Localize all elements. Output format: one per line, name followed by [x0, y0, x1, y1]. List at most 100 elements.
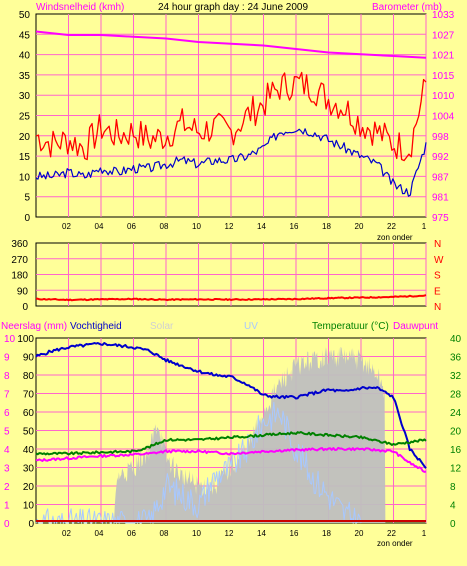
- humidity-panel-x-tick-label: 04: [95, 529, 104, 538]
- humidity-panel-x-tick-label: 18: [322, 529, 331, 538]
- temperature-y-tick-label: 36: [450, 353, 462, 364]
- humidity-panel-x-tick-label: 06: [127, 529, 136, 538]
- wind-panel-x-tick-label: 02: [62, 222, 71, 231]
- humidity-y-tick-label: 20: [23, 482, 35, 493]
- barometer-y-tick-label: 1033: [432, 10, 455, 21]
- solar-area: [36, 346, 394, 523]
- rain-y-tick-label: 5: [4, 427, 10, 438]
- humidity-y-tick-label: 10: [23, 501, 35, 512]
- compass-tick-label: S: [434, 271, 441, 282]
- temperature-y-tick-label: 24: [450, 408, 462, 419]
- temperature-y-tick-label: 40: [450, 334, 462, 345]
- rain-y-tick-label: 7: [4, 390, 10, 401]
- humidity-panel-x-tick-label: 22: [387, 529, 396, 538]
- compass-tick-label: N: [434, 239, 441, 250]
- rain-axis-label: Neerslag (mm): [1, 321, 67, 332]
- rain-y-tick-label: 3: [4, 464, 10, 475]
- humidity-panel-x-tick-label: 08: [160, 529, 169, 538]
- wind-y-tick-label: 30: [19, 91, 31, 102]
- direction-y-tick-label: 90: [17, 286, 29, 297]
- dewpoint-line: [35, 446, 427, 473]
- humidity-panel-x-tick-label: 16: [290, 529, 299, 538]
- wind-panel-x-tick-label: 12: [225, 222, 234, 231]
- barometer-y-tick-label: 1027: [432, 30, 455, 41]
- temperature-y-tick-label: 20: [450, 427, 462, 438]
- humidity-y-tick-label: 50: [23, 427, 35, 438]
- wind-panel-x-tick-label: 10: [192, 222, 201, 231]
- humidity-y-tick-label: 100: [17, 334, 34, 345]
- wind-panel-x-tick-label: 16: [290, 222, 299, 231]
- solar-axis-label: Solar: [150, 321, 174, 332]
- compass-tick-label: W: [434, 255, 444, 266]
- wind-y-tick-label: 35: [19, 71, 31, 82]
- temperature-axis-label: Temperatuur (°C): [312, 321, 389, 332]
- rain-y-tick-label: 9: [4, 353, 10, 364]
- wind-max-line: [35, 71, 427, 162]
- rain-y-tick-label: 4: [4, 445, 10, 456]
- wind-y-tick-label: 10: [19, 172, 31, 183]
- temperature-y-tick-label: 8: [450, 482, 456, 493]
- direction-y-tick-label: 270: [11, 255, 28, 266]
- wind-panel-x-tick-label: 14: [257, 222, 266, 231]
- direction-y-tick-label: 180: [11, 271, 28, 282]
- wind-panel-x-tick-label: 22: [387, 222, 396, 231]
- wind-direction-line: [35, 294, 427, 302]
- humidity-panel-x-tick-label: 1: [422, 529, 427, 538]
- humidity-y-tick-label: 80: [23, 371, 35, 382]
- wind-panel-x-tick-label: 06: [127, 222, 136, 231]
- humidity-y-tick-label: 70: [23, 390, 35, 401]
- wind-y-tick-label: 20: [19, 132, 31, 143]
- humidity-panel-x-tick-label: 10: [192, 529, 201, 538]
- wind-y-tick-label: 15: [19, 152, 31, 163]
- temperature-y-tick-label: 32: [450, 371, 462, 382]
- barometer-y-tick-label: 1010: [432, 91, 455, 102]
- chart-title: 24 hour graph day : 24 June 2009: [158, 2, 309, 13]
- barometer-y-tick-label: 1021: [432, 51, 455, 62]
- humidity-panel-x-tick-label: 14: [257, 529, 266, 538]
- barometer-y-tick-label: 1004: [432, 112, 455, 123]
- direction-y-tick-label: 360: [11, 239, 28, 250]
- uv-line: [35, 401, 362, 524]
- temperature-y-tick-label: 28: [450, 390, 462, 401]
- wind-y-tick-label: 40: [19, 51, 31, 62]
- humidity-y-tick-label: 40: [23, 445, 35, 456]
- humidity-y-tick-label: 0: [28, 519, 34, 530]
- wind-y-tick-label: 50: [19, 10, 31, 21]
- rain-y-tick-label: 10: [4, 334, 16, 345]
- wind-y-tick-label: 5: [24, 193, 30, 204]
- dewpoint-axis-label: Dauwpunt: [393, 321, 438, 332]
- barometer-axis-label: Barometer (mb): [372, 2, 442, 13]
- humidity-y-tick-label: 60: [23, 408, 35, 419]
- wind-y-tick-label: 0: [24, 213, 30, 224]
- direction-y-tick-label: 0: [22, 302, 28, 313]
- rain-y-tick-label: 8: [4, 371, 10, 382]
- rain-y-tick-label: 2: [4, 482, 10, 493]
- humidity-panel-x-tick-label: 02: [62, 529, 71, 538]
- rain-y-tick-label: 1: [4, 501, 10, 512]
- wind-y-tick-label: 25: [19, 112, 31, 123]
- barometer-y-tick-label: 975: [432, 213, 449, 224]
- wind-panel-x-tick-label: 08: [160, 222, 169, 231]
- temperature-y-tick-label: 16: [450, 445, 462, 456]
- wind-panel-x-tick-label: 18: [322, 222, 331, 231]
- temperature-y-tick-label: 12: [450, 464, 462, 475]
- wind-avg-line: [35, 128, 427, 197]
- uv-axis-label: UV: [244, 321, 258, 332]
- humidity-panel-x-tick-label: 12: [225, 529, 234, 538]
- humidity-y-tick-label: 90: [23, 353, 35, 364]
- temperature-y-tick-label: 4: [450, 501, 456, 512]
- wind-panel-x-tick-label: 20: [355, 222, 364, 231]
- humidity-panel-x-tick-label: 20: [355, 529, 364, 538]
- barometer-line: [35, 30, 427, 59]
- rain-y-tick-label: 6: [4, 408, 10, 419]
- barometer-y-tick-label: 987: [432, 172, 449, 183]
- humidity-line: [35, 341, 427, 469]
- barometer-y-tick-label: 998: [432, 132, 449, 143]
- sunset-note-bottom: zon onder: [377, 539, 413, 548]
- temperature-line: [35, 431, 427, 456]
- barometer-y-tick-label: 1015: [432, 71, 455, 82]
- wind-axis-label: Windsnelheid (kmh): [36, 2, 124, 13]
- humidity-y-tick-label: 30: [23, 464, 35, 475]
